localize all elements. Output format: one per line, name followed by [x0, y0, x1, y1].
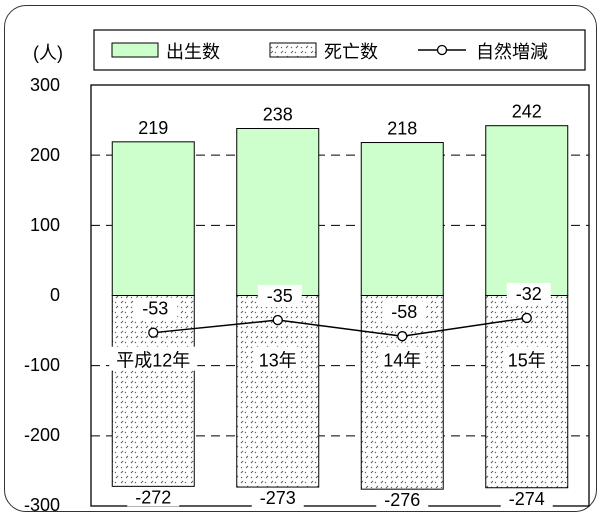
natural-change-point: [272, 314, 283, 326]
bar-deaths: [111, 295, 195, 487]
y-tick-label: 200: [30, 145, 60, 165]
natural-change-point: [397, 331, 408, 342]
y-tick-label: -100: [24, 355, 60, 375]
data-label-births: 242: [512, 102, 542, 122]
legend-marker-natural-change: [436, 44, 448, 56]
data-label-bg: [133, 297, 178, 320]
category-label-bg: [254, 346, 301, 371]
data-label-natural-change: -32: [516, 284, 542, 304]
bar-births: [360, 142, 444, 296]
data-label-bg: [500, 488, 553, 508]
legend-swatch-deaths: [269, 42, 317, 58]
y-tick-label: -200: [24, 425, 60, 445]
unit-label: (人): [33, 43, 63, 63]
category-label: 14年: [383, 351, 421, 371]
data-label-births: 218: [387, 119, 417, 139]
data-label-bg: [257, 285, 302, 308]
data-label-natural-change: -58: [391, 302, 417, 322]
legend-label-natural-change: 自然増減: [476, 42, 548, 62]
data-label-deaths: -272: [135, 487, 171, 507]
bar-deaths: [485, 295, 569, 489]
category-label: 13年: [259, 351, 297, 371]
legend-label-deaths: 死亡数: [324, 42, 378, 62]
data-label-bg: [382, 301, 427, 324]
bar-deaths: [236, 295, 320, 488]
y-tick-label: 0: [50, 285, 60, 305]
data-label-births: 219: [138, 118, 168, 138]
legend: (人) 出生数 死亡数 自然増減: [33, 29, 586, 71]
y-tick-label: -300: [24, 495, 60, 515]
bars: [111, 125, 569, 490]
bar-births: [111, 141, 195, 296]
natural-change-point: [521, 312, 532, 324]
category-label-bg: [109, 346, 198, 371]
plot-area: [90, 84, 590, 507]
y-axis: 300 200 100 0 -100 -200 -300: [24, 75, 60, 515]
data-label-deaths: -273: [260, 488, 296, 508]
data-label-bg: [251, 488, 304, 508]
bar-births: [236, 128, 320, 296]
data-label-deaths: -274: [509, 489, 545, 509]
data-label-deaths: -276: [384, 490, 420, 510]
category-label-bg: [379, 346, 426, 371]
data-label-natural-change: -53: [142, 299, 168, 319]
category-label-bg: [503, 346, 550, 371]
legend-swatch-births: [111, 42, 159, 58]
y-tick-label: 100: [30, 215, 60, 235]
y-tick-label: 300: [30, 75, 60, 95]
natural-change-polyline: [153, 317, 527, 337]
data-label-bg: [506, 282, 551, 305]
data-labels: 219 -272 平成12年 238 -273 13年 218 -276 14年 242 -274 1…: [109, 102, 553, 510]
chart-frame: [4, 5, 597, 512]
data-label-bg: [376, 490, 429, 510]
data-label-natural-change: -35: [267, 286, 293, 306]
data-label-births: 238: [263, 105, 293, 125]
natural-change-point: [148, 327, 159, 338]
category-label: 15年: [508, 351, 546, 371]
data-label-bg: [127, 487, 180, 507]
category-label: 平成12年: [116, 351, 190, 371]
bar-deaths: [360, 295, 444, 490]
bar-births: [485, 125, 569, 296]
legend-box: [93, 29, 586, 71]
legend-label-births: 出生数: [166, 42, 220, 62]
natural-change-line: [148, 312, 532, 342]
